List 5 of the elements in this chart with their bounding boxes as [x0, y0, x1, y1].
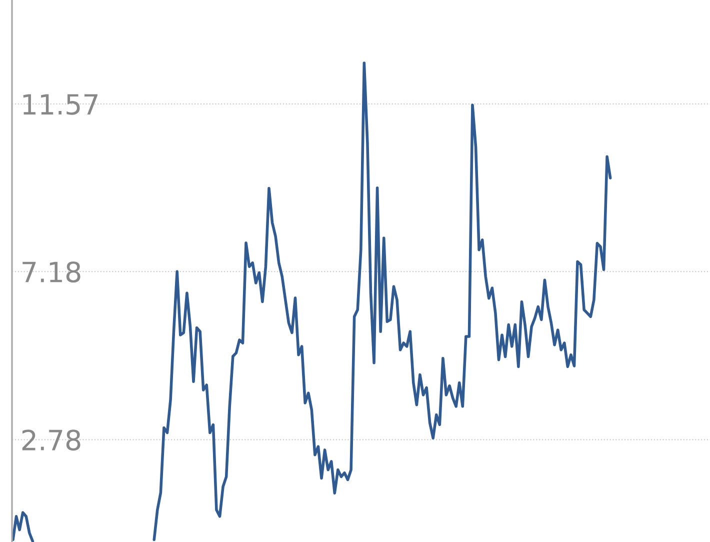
y-tick-label: 11.57: [23, 94, 98, 115]
y-tick-label: 2.78: [22, 430, 80, 451]
line-series: [152, 62, 612, 542]
line-series: [12, 511, 34, 542]
y-tick-label: 7.18: [22, 262, 80, 283]
